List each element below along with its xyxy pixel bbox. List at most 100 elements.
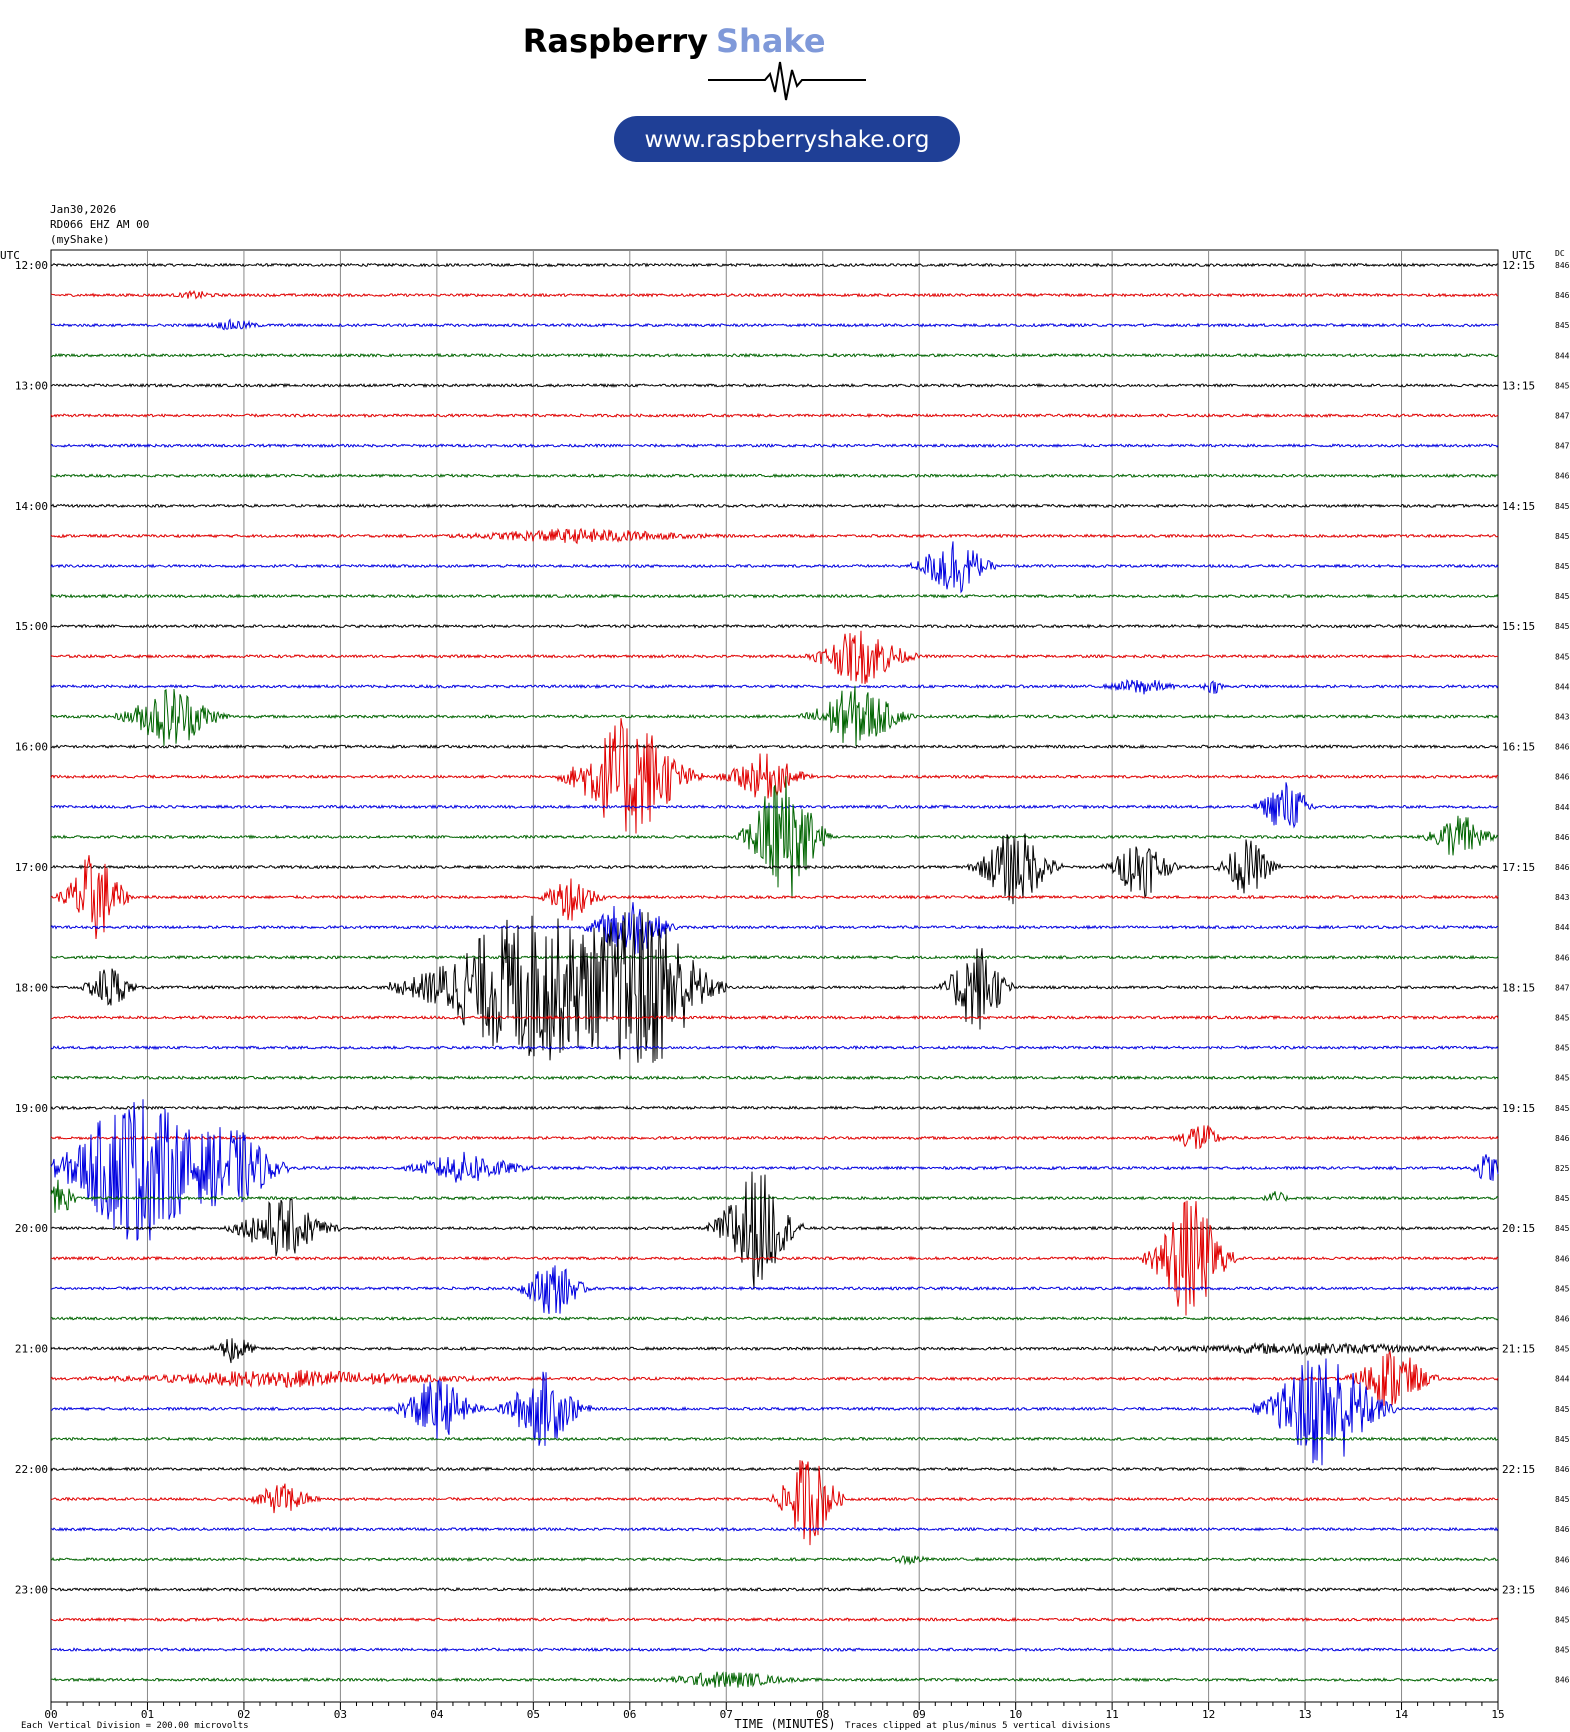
- dc-value: 8452: [1555, 562, 1570, 571]
- dc-column-title: DC: [1555, 249, 1565, 258]
- seismic-trace-21: [50, 855, 1499, 940]
- x-tick-label: 10: [1009, 1708, 1022, 1721]
- dc-value: 8446: [1555, 1375, 1570, 1384]
- hour-label-left: 18:00: [15, 981, 48, 994]
- hour-label-right: 23:15: [1502, 1583, 1535, 1596]
- hour-label-right: 15:15: [1502, 620, 1535, 633]
- x-tick-label: 01: [141, 1708, 154, 1721]
- seismic-trace-23: [50, 954, 1499, 960]
- hour-label-right: 17:15: [1502, 861, 1535, 874]
- dc-value: 8455: [1555, 1495, 1570, 1504]
- dc-value: 8464: [1555, 261, 1570, 270]
- seismic-trace-34: [50, 1265, 1499, 1314]
- dc-value: 8449: [1555, 682, 1570, 691]
- seismic-trace-2: [50, 318, 1499, 331]
- url-text[interactable]: www.raspberryshake.org: [645, 127, 930, 153]
- seismic-trace-4: [50, 382, 1499, 389]
- header-source: (myShake): [50, 233, 110, 246]
- hour-label-left: 20:00: [15, 1222, 48, 1235]
- dc-value: 8454: [1555, 1074, 1570, 1083]
- hour-label-right: 22:15: [1502, 1463, 1535, 1476]
- dc-value: 8461: [1555, 291, 1570, 300]
- dc-value: 8466: [1555, 953, 1570, 962]
- dc-value: 8461: [1555, 863, 1570, 872]
- dc-value: 8462: [1555, 1525, 1570, 1534]
- dc-value: 8465: [1555, 1676, 1570, 1685]
- hour-labels-right: 12:15 13:15 14:15 15:15 16:15 17:15 18:15 19:15…: [1502, 259, 1535, 1596]
- hour-label-right: 19:15: [1502, 1102, 1535, 1115]
- seismic-trace-40: [50, 1466, 1499, 1472]
- x-axis: 00 01 02 03 04 05 06 07 08 09 10 11 12 13 14 15: [44, 1702, 1505, 1721]
- seismic-trace-22: [50, 902, 1499, 955]
- seismic-trace-30: [50, 1099, 1499, 1241]
- seismic-trace-37: [50, 1349, 1499, 1406]
- hour-label-left: 21:00: [15, 1343, 48, 1356]
- seismic-trace-6: [50, 442, 1499, 449]
- hour-label-right: 14:15: [1502, 500, 1535, 513]
- seismic-trace-11: [50, 593, 1499, 599]
- dc-value: 8449: [1555, 803, 1570, 812]
- seismic-trace-12: [50, 623, 1499, 629]
- x-tick-label: 13: [1298, 1708, 1311, 1721]
- dc-value: 8470: [1555, 983, 1570, 992]
- seismic-trace-5: [50, 412, 1499, 419]
- seismic-trace-29: [50, 1125, 1499, 1150]
- dc-value: 8461: [1555, 1254, 1570, 1263]
- dc-value: 8454: [1555, 592, 1570, 601]
- seismic-trace-16: [50, 743, 1499, 750]
- x-tick-label: 06: [623, 1708, 636, 1721]
- seismic-trace-18: [50, 782, 1499, 829]
- dc-value: 8455: [1555, 1435, 1570, 1444]
- hour-label-right: 18:15: [1502, 981, 1535, 994]
- dc-value: 8471: [1555, 442, 1570, 451]
- seismic-trace-41: [50, 1460, 1499, 1546]
- hour-label-left: 22:00: [15, 1463, 48, 1476]
- trace-group: [50, 262, 1499, 1688]
- x-tick-label: 12: [1202, 1708, 1215, 1721]
- hour-label-left: 14:00: [15, 500, 48, 513]
- dc-value: 8439: [1555, 713, 1570, 722]
- brand-name-part2: Shake: [716, 22, 826, 60]
- seismic-trace-7: [50, 472, 1499, 479]
- seismic-trace-20: [50, 833, 1499, 905]
- seismic-trace-10: [50, 541, 1499, 594]
- seismic-trace-8: [50, 503, 1499, 509]
- brand-logo: Raspberry Shake www.raspberryshake.org: [523, 22, 960, 162]
- hour-label-right: 21:15: [1502, 1343, 1535, 1356]
- seismic-trace-25: [50, 1014, 1499, 1021]
- seismic-trace-31: [50, 1179, 1499, 1213]
- plot-frame: [50, 249, 1499, 1703]
- dc-value: 8442: [1555, 351, 1570, 360]
- hour-label-right: 16:15: [1502, 741, 1535, 754]
- seismic-trace-33: [50, 1200, 1499, 1316]
- seismic-trace-32: [50, 1171, 1499, 1290]
- hour-label-left: 16:00: [15, 741, 48, 754]
- x-tick-label: 02: [237, 1708, 250, 1721]
- seismic-trace-13: [50, 630, 1499, 684]
- header-station: RD066 EHZ AM 00: [50, 218, 149, 231]
- seismic-trace-46: [50, 1647, 1499, 1653]
- dc-value: 8453: [1555, 321, 1570, 330]
- hour-label-right: 20:15: [1502, 1222, 1535, 1235]
- left-axis-title: UTC: [0, 249, 20, 262]
- seismic-trace-3: [51, 352, 1499, 358]
- x-tick-label: 03: [334, 1708, 347, 1721]
- dc-value: 8462: [1555, 1315, 1570, 1324]
- seismic-trace-47: [50, 1671, 1499, 1688]
- seismic-trace-35: [50, 1315, 1499, 1322]
- hour-label-right: 12:15: [1502, 259, 1535, 272]
- hour-label-left: 23:00: [15, 1583, 48, 1596]
- hour-label-left: 19:00: [15, 1102, 48, 1115]
- hour-labels-left: 12:00 13:00 14:00 15:00 16:00 17:00 18:00 19:00…: [15, 259, 48, 1596]
- dc-value: 8461: [1555, 833, 1570, 842]
- seismic-trace-28: [50, 1105, 1499, 1111]
- seismic-trace-43: [50, 1555, 1499, 1566]
- x-tick-label: 11: [1106, 1708, 1119, 1721]
- dc-value: 8454: [1555, 381, 1570, 390]
- hour-label-left: 13:00: [15, 379, 48, 392]
- seismic-wave-icon: [708, 61, 866, 101]
- x-tick-label: 08: [816, 1708, 829, 1721]
- dc-value: 8467: [1555, 773, 1570, 782]
- url-pill[interactable]: [614, 116, 960, 162]
